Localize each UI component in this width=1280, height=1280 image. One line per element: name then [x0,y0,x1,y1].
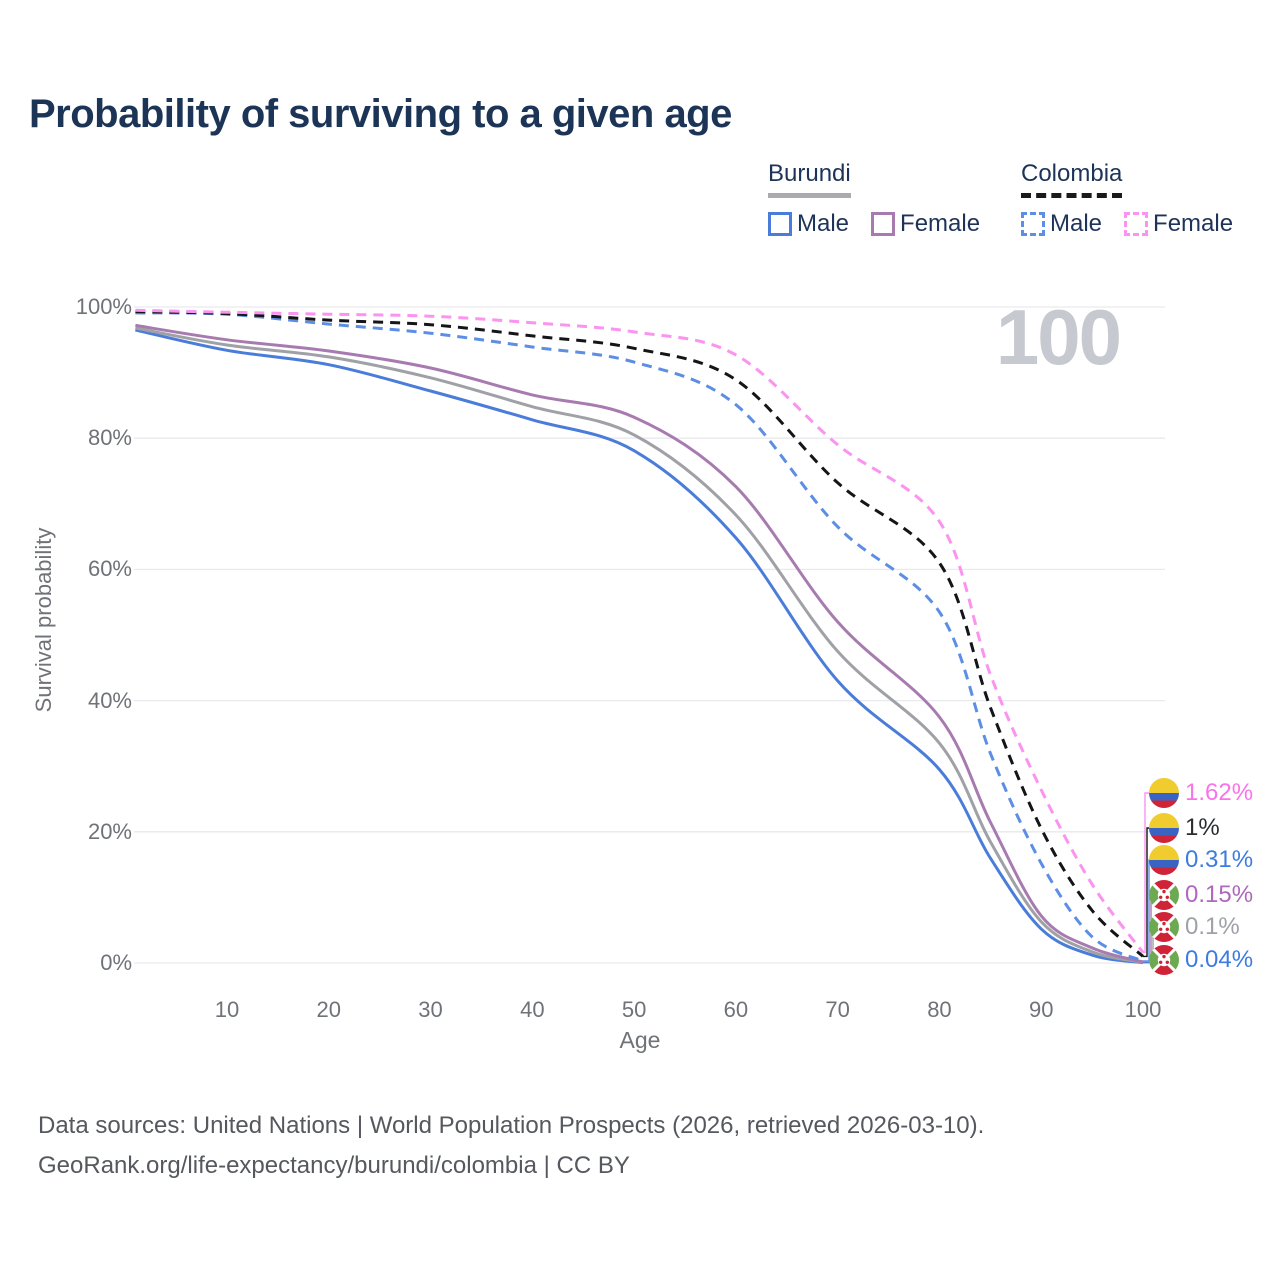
legend-item-label: Female [1153,210,1234,237]
legend-country-label: Burundi [768,160,851,187]
burundi-flag-icon [1149,880,1179,910]
y-tick-label: 60% [87,556,132,582]
series-line-burundi-female [135,323,1144,964]
legend-group-colombia: Colombia Male Female [1021,160,1233,238]
end-label-value: 1% [1185,814,1220,841]
end-label-value: 0.15% [1185,881,1254,908]
x-tick-label: 100 [1124,997,1162,1022]
end-label-value: 0.31% [1185,846,1254,873]
legend-country-burundi[interactable]: Burundi [768,160,851,198]
legend-item-label: Male [1050,210,1103,237]
x-tick-label: 10 [214,997,240,1022]
legend-country-colombia[interactable]: Colombia [1021,160,1123,198]
legend-item-label: Female [900,210,981,237]
data-sources-line: Data sources: United Nations | World Pop… [38,1112,985,1139]
x-tick-label: 70 [825,997,850,1022]
x-tick-label: 40 [520,997,545,1022]
legend-items-burundi: Male Female [768,210,980,238]
end-label-value: 1.62% [1185,779,1254,806]
legend-item-label: Male [797,210,850,237]
end-label-value: 0.04% [1185,946,1254,973]
y-tick-label: 80% [87,425,132,451]
legend-swatch-burundi-male-icon [768,212,792,236]
series-line-colombia-male [135,311,1144,963]
x-tick-label: 30 [418,997,443,1022]
end-label-row-colombia-female: 1.62% [1149,777,1253,809]
attribution-line: GeoRank.org/life-expectancy/burundi/colo… [38,1152,630,1179]
colombia-flag-icon [1149,778,1179,808]
series-line-burundi-male [135,328,1144,965]
legend-swatch-colombia-female-icon [1124,212,1149,236]
legend-item-colombia-male[interactable]: Male [1021,210,1102,238]
y-tick-label: 20% [87,818,132,844]
x-axis-title: Age [619,1027,661,1053]
end-label-row-burundi-male: 0.04% [1149,944,1253,976]
legend-swatch-colombia-male-icon [1021,212,1045,236]
x-tick-label: 80 [927,997,952,1022]
x-tick-label: 60 [723,997,749,1022]
series-line-colombia-female [135,308,1145,954]
age-counter-watermark: 100 [995,293,1122,381]
legend-items-colombia: Male Female [1021,210,1233,238]
end-label-row-colombia-male: 0.31% [1149,844,1253,876]
legend-country-label: Colombia [1021,160,1123,187]
footer: Data sources: United Nations | World Pop… [38,1106,984,1186]
x-tick-label: 20 [316,997,341,1022]
end-label-value: 0.1% [1185,913,1240,940]
end-label-row-colombia-total: 1% [1149,812,1220,844]
y-tick-label: 40% [87,687,132,713]
legend-group-burundi: Burundi Male Female [768,160,980,238]
legend-swatch-burundi-female-icon [871,212,896,236]
y-tick-label: 100% [75,294,132,319]
page-title: Probability of surviving to a given age [29,92,732,136]
series-line-colombia-total [135,310,1144,958]
y-axis-title: Survival probability [31,527,56,713]
burundi-flag-icon [1149,945,1179,975]
x-tick-label: 50 [621,997,647,1022]
y-tick-label: 0% [100,950,132,975]
end-label-row-burundi-female: 0.15% [1149,879,1253,911]
colombia-flag-icon [1149,813,1179,843]
x-tick-label: 90 [1028,997,1054,1022]
legend-item-colombia-female[interactable]: Female [1124,210,1233,238]
burundi-flag-icon [1149,912,1179,942]
legend-item-burundi-male[interactable]: Male [768,210,849,238]
end-label-row-burundi-total: 0.1% [1149,911,1240,943]
series-line-burundi-total [135,326,1144,964]
colombia-flag-icon [1149,845,1179,875]
legend-item-burundi-female[interactable]: Female [871,210,980,238]
